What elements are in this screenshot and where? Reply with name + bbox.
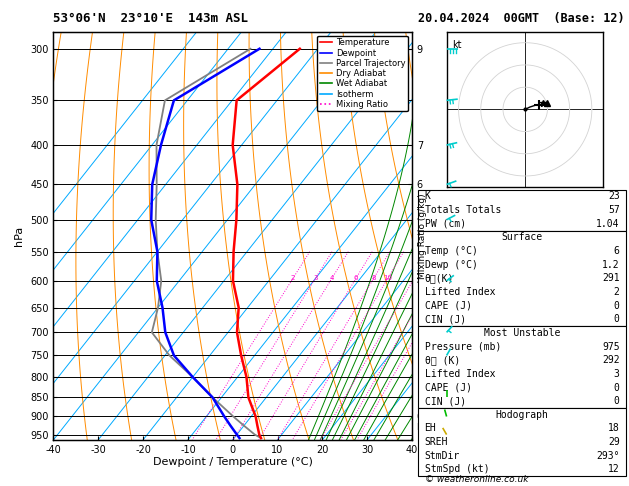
Text: K: K — [425, 191, 430, 201]
Text: Mixing Ratio (g/kg): Mixing Ratio (g/kg) — [418, 193, 427, 278]
Text: 20.04.2024  00GMT  (Base: 12): 20.04.2024 00GMT (Base: 12) — [418, 12, 625, 25]
Text: CAPE (J): CAPE (J) — [425, 301, 472, 311]
Text: 4: 4 — [330, 275, 334, 281]
Text: Dewp (°C): Dewp (°C) — [425, 260, 477, 270]
Text: θᴄ (K): θᴄ (K) — [425, 355, 460, 365]
Text: 292: 292 — [602, 355, 620, 365]
Text: 0: 0 — [614, 396, 620, 406]
Text: Totals Totals: Totals Totals — [425, 205, 501, 215]
Text: 293°: 293° — [596, 451, 620, 461]
Text: 29: 29 — [608, 437, 620, 447]
Text: 0: 0 — [614, 301, 620, 311]
Bar — [418, 408, 626, 476]
Text: 0: 0 — [614, 314, 620, 324]
Text: Lifted Index: Lifted Index — [425, 287, 495, 297]
Text: 1.2: 1.2 — [602, 260, 620, 270]
Text: Hodograph: Hodograph — [496, 410, 548, 420]
Text: CIN (J): CIN (J) — [425, 396, 465, 406]
Text: kt: kt — [452, 40, 462, 51]
Text: Pressure (mb): Pressure (mb) — [425, 342, 501, 351]
Text: 6: 6 — [354, 275, 359, 281]
Text: θᴄ(K): θᴄ(K) — [425, 273, 454, 283]
Text: 3: 3 — [614, 369, 620, 379]
Text: Surface: Surface — [501, 232, 543, 243]
Text: StmDir: StmDir — [425, 451, 460, 461]
X-axis label: Dewpoint / Temperature (°C): Dewpoint / Temperature (°C) — [153, 457, 313, 468]
Text: SREH: SREH — [425, 437, 448, 447]
Text: 291: 291 — [602, 273, 620, 283]
Y-axis label: km
ASL: km ASL — [431, 225, 449, 246]
Text: LCL: LCL — [416, 423, 431, 432]
Text: 1.04: 1.04 — [596, 219, 620, 229]
Text: 2: 2 — [291, 275, 296, 281]
Text: PW (cm): PW (cm) — [425, 219, 465, 229]
Text: StmSpd (kt): StmSpd (kt) — [425, 465, 489, 474]
Text: Most Unstable: Most Unstable — [484, 328, 560, 338]
Text: CIN (J): CIN (J) — [425, 314, 465, 324]
Text: 2: 2 — [614, 287, 620, 297]
Text: 3: 3 — [313, 275, 318, 281]
Text: 8: 8 — [372, 275, 376, 281]
Text: EH: EH — [425, 423, 437, 434]
Text: 12: 12 — [608, 465, 620, 474]
Text: 6: 6 — [614, 246, 620, 256]
Text: 18: 18 — [608, 423, 620, 434]
Text: Lifted Index: Lifted Index — [425, 369, 495, 379]
Text: 23: 23 — [608, 191, 620, 201]
Text: 53°06'N  23°10'E  143m ASL: 53°06'N 23°10'E 143m ASL — [53, 12, 248, 25]
Text: © weatheronline.co.uk: © weatheronline.co.uk — [425, 474, 528, 484]
Y-axis label: hPa: hPa — [14, 226, 25, 246]
Text: 975: 975 — [602, 342, 620, 351]
Text: Temp (°C): Temp (°C) — [425, 246, 477, 256]
Text: CAPE (J): CAPE (J) — [425, 382, 472, 393]
Bar — [418, 190, 626, 230]
Text: 57: 57 — [608, 205, 620, 215]
Bar — [418, 230, 626, 326]
Bar — [418, 326, 626, 408]
Text: 0: 0 — [614, 382, 620, 393]
Legend: Temperature, Dewpoint, Parcel Trajectory, Dry Adiabat, Wet Adiabat, Isotherm, Mi: Temperature, Dewpoint, Parcel Trajectory… — [318, 36, 408, 111]
Text: 10: 10 — [384, 275, 392, 281]
